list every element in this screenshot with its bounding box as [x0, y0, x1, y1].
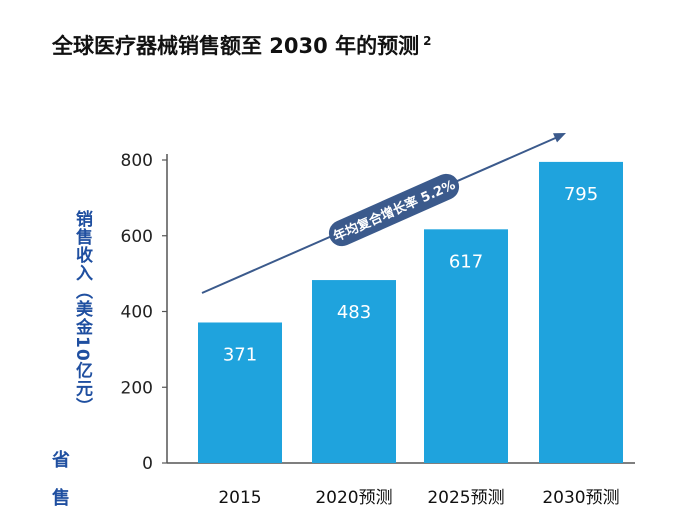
bar-1: [312, 280, 396, 463]
y-tick-label-3: 600: [121, 227, 153, 247]
bar-value-label-0: 371: [223, 344, 257, 365]
bar-value-label-3: 795: [564, 184, 598, 205]
bar-value-label-1: 483: [337, 302, 371, 323]
y-tick-label-0: 0: [142, 454, 153, 474]
trend-arrow-head: [553, 133, 566, 143]
y-axis-label: 销售收入（美金10亿元）: [72, 210, 92, 416]
bar-3: [539, 161, 623, 464]
x-tick-label-1: 2020预测: [315, 488, 392, 508]
y-tick-label-1: 200: [121, 378, 153, 398]
x-tick-label-2: 2025预测: [427, 488, 504, 508]
x-tick-label-3: 2030预测: [542, 488, 619, 508]
y-tick-label-4: 800: [121, 151, 153, 171]
bar-value-label-2: 617: [449, 251, 483, 272]
growth-annotation-pill: [328, 173, 460, 247]
y-tick-label-2: 400: [121, 303, 153, 323]
bar-2: [424, 229, 508, 463]
chart-title-text: 全球医疗器械销售额至 2030 年的预测: [52, 34, 420, 58]
chart-title: 全球医疗器械销售额至 2030 年的预测 2: [52, 30, 431, 60]
side-mark-2: 售: [52, 488, 70, 509]
x-tick-label-0: 2015: [218, 488, 261, 508]
side-mark-1: 省: [52, 450, 70, 471]
bar-0: [198, 322, 282, 463]
title-footnote: 2: [423, 34, 432, 48]
